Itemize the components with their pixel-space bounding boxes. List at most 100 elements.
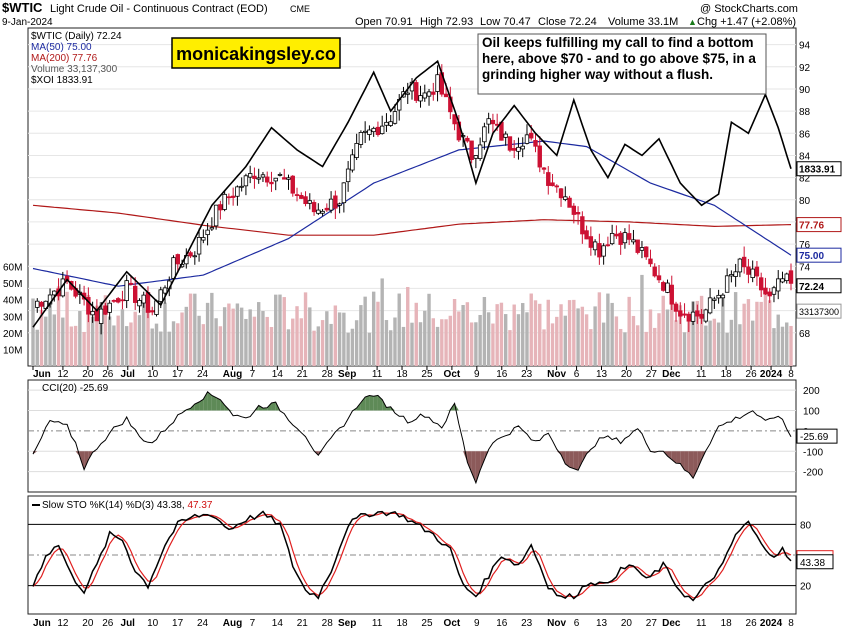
- candle-body: [686, 313, 691, 322]
- volume-bar: [716, 322, 721, 366]
- cci-line: [32, 391, 792, 485]
- volume-bar: [644, 331, 648, 366]
- volume-bar: [670, 304, 674, 366]
- legend-ma200: MA(200) 77.76: [31, 53, 98, 64]
- candle-body: [324, 207, 330, 211]
- ohlc-high: High 72.93: [420, 16, 473, 28]
- volume-bar: [376, 301, 380, 366]
- volume-bar: [167, 331, 171, 366]
- volume-bar: [503, 314, 508, 366]
- volume-bar: [159, 331, 163, 366]
- candle-body: [86, 297, 91, 315]
- volume-bar: [631, 315, 636, 366]
- x-tick-label: Sep: [338, 369, 356, 380]
- price-last-tag: [796, 278, 842, 294]
- volume-bar: [410, 322, 414, 366]
- cci-oversold-area: [586, 451, 591, 454]
- cci-last-tag: [796, 428, 838, 444]
- ohlc-open: Open 70.91: [355, 16, 413, 28]
- candle-body: [328, 198, 334, 211]
- candle-body: [243, 175, 249, 187]
- candle-body: [720, 294, 726, 299]
- volume-bar: [648, 309, 653, 366]
- x-tick-label: 23: [521, 369, 533, 380]
- candle-body: [124, 280, 129, 301]
- volume-bar: [261, 311, 265, 366]
- volume-bar: [337, 312, 342, 366]
- brand-box: [171, 37, 341, 69]
- candle-body: [247, 173, 253, 178]
- cci-oversold-area: [565, 451, 570, 468]
- legend-xoi: $XOI 1833.91: [31, 75, 93, 86]
- x-tick-label: 21: [297, 369, 309, 380]
- x-tick-label: Oct: [444, 618, 461, 629]
- volume-bar: [538, 303, 542, 366]
- cci-tick-label: 200: [803, 386, 820, 397]
- volume-bar: [687, 319, 691, 366]
- volume-bar: [90, 316, 95, 366]
- cci-overbought-area: [203, 391, 208, 411]
- x-tick-label: 10: [147, 618, 159, 629]
- sto-legend: Slow STO %K(14) %D(3) 43.38, 47.37: [42, 500, 213, 511]
- sto-tick-label: 20: [800, 582, 812, 593]
- volume-bar: [346, 332, 350, 366]
- candle-body: [443, 93, 449, 98]
- candle-body: [273, 177, 278, 182]
- cci-overbought-area: [211, 395, 217, 411]
- x-tick-label: 20: [621, 618, 633, 629]
- volume-bar: [653, 327, 657, 366]
- volume-bar: [427, 293, 431, 366]
- x-tick-label: Dec: [662, 369, 681, 380]
- candle-body: [201, 237, 206, 241]
- candle-body: [758, 277, 764, 291]
- candle-body: [541, 167, 547, 170]
- x-tick-label: 12: [57, 618, 69, 629]
- candle-body: [712, 298, 717, 301]
- volume-bar: [235, 303, 240, 366]
- candle-body: [520, 145, 525, 150]
- volume-bar: [482, 296, 487, 366]
- sto-panel: 80502047.3743.38: [28, 510, 834, 602]
- candle-body: [286, 177, 291, 180]
- volume-bar: [627, 296, 631, 366]
- candle-body: [388, 121, 393, 126]
- volume-bar: [725, 332, 729, 366]
- volume-bar: [682, 332, 687, 366]
- x-tick-label: 18: [396, 618, 408, 629]
- volume-bar: [44, 316, 48, 366]
- volume-bar: [499, 302, 504, 366]
- volume-bar: [729, 319, 734, 366]
- candle-body: [754, 266, 760, 277]
- volume-bar: [384, 320, 389, 366]
- ohlc-close: Close 72.24: [538, 16, 597, 28]
- volume-bar: [691, 301, 695, 366]
- candle-body: [644, 246, 649, 258]
- cci-overbought-area: [220, 399, 225, 411]
- candle-body: [414, 82, 419, 101]
- candle-body: [750, 268, 755, 279]
- volume-bar: [474, 322, 478, 366]
- x-tick-label: 17: [172, 618, 184, 629]
- candle-body: [405, 92, 410, 95]
- volume-bar: [559, 304, 563, 366]
- candle-body: [763, 287, 768, 295]
- volume-bar: [184, 306, 189, 366]
- volume-bar: [359, 305, 363, 366]
- price-tick-label: 92: [799, 63, 811, 74]
- candle-body: [669, 284, 674, 305]
- brand-text: monicakingsley.co: [176, 44, 336, 64]
- candle-body: [192, 255, 198, 258]
- candle-body: [384, 121, 389, 126]
- volume-bar: [124, 326, 129, 366]
- volume-bar: [316, 326, 321, 366]
- cci-panel-frame: [27, 379, 797, 493]
- x-tick-label: 16: [496, 618, 508, 629]
- candle-body: [486, 118, 491, 125]
- candle-body: [571, 205, 577, 215]
- candle-body: [188, 252, 193, 257]
- volume-bar: [495, 304, 499, 366]
- volume-bar: [197, 315, 201, 366]
- x-tick-label: 18: [396, 369, 408, 380]
- candle-body: [588, 236, 594, 248]
- cci-tick-label: -200: [803, 468, 823, 479]
